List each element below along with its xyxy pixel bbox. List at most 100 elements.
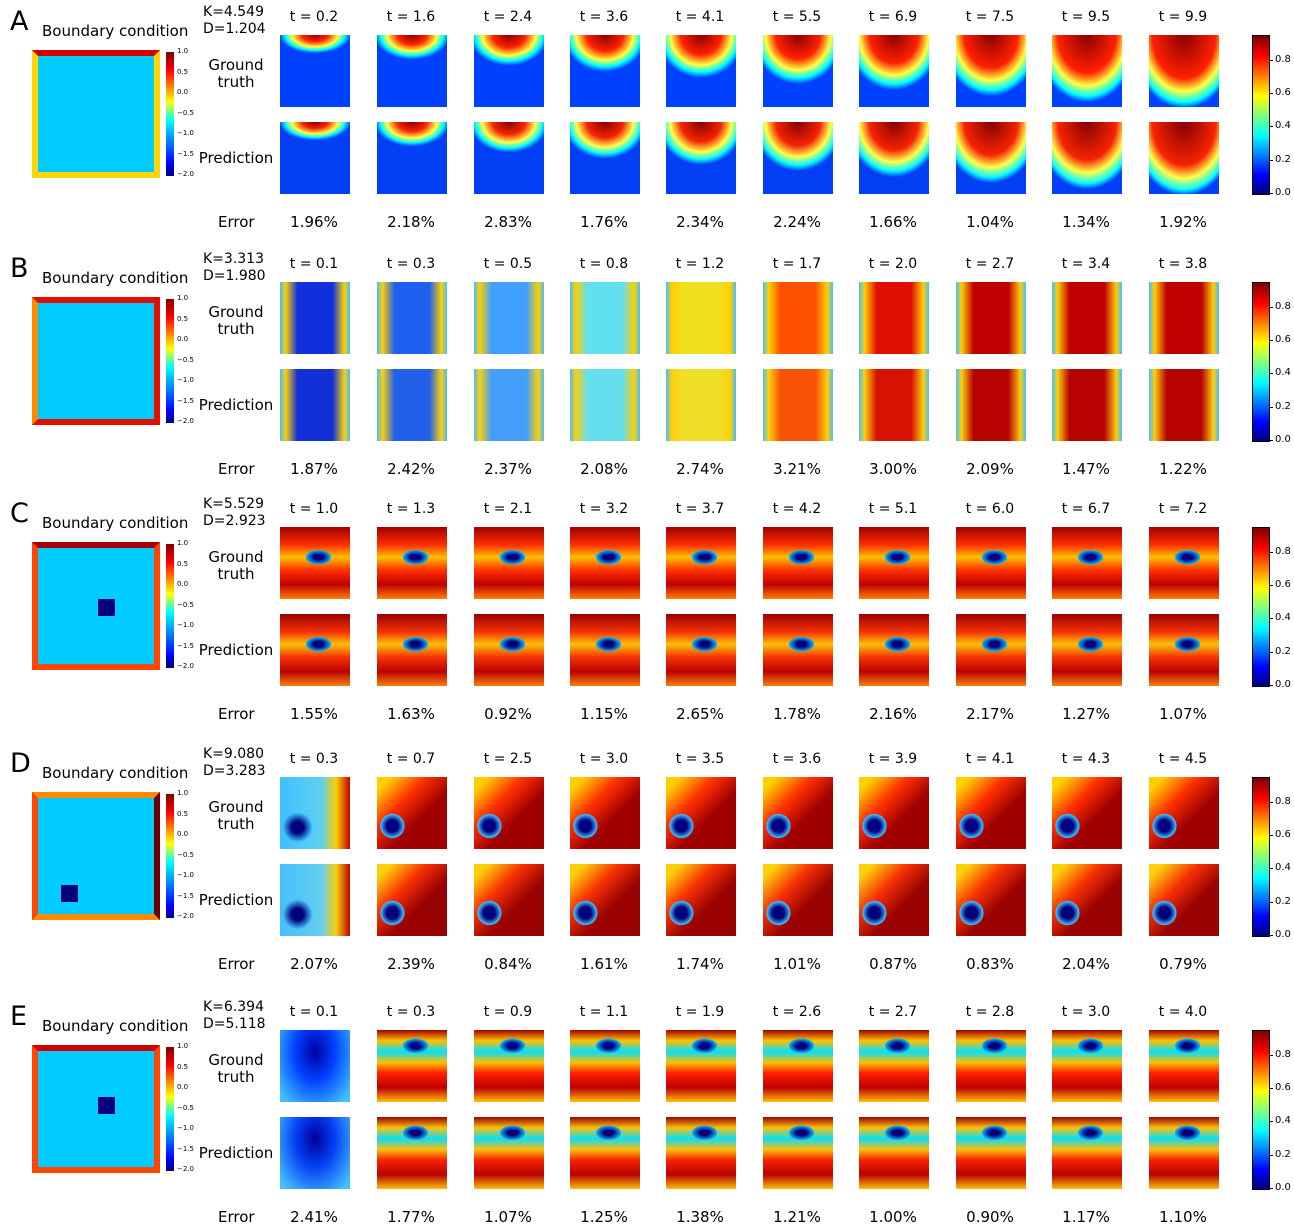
error-value: 2.16% (853, 705, 933, 723)
bc-colorbar-tick: −1.0 (177, 871, 194, 879)
time-label: t = 1.0 (274, 501, 354, 517)
time-label: t = 3.6 (757, 751, 837, 767)
error-value: 1.76% (564, 213, 644, 231)
error-value: 1.63% (371, 705, 451, 723)
prediction-map (570, 864, 640, 936)
prediction-map (474, 864, 544, 936)
time-label: t = 6.7 (1046, 501, 1126, 517)
time-label: t = 0.1 (274, 1004, 354, 1020)
bc-image (32, 1045, 160, 1173)
bc-label: Boundary condition (42, 22, 188, 40)
ground-truth-map (956, 527, 1026, 599)
ground-truth-map (377, 1030, 447, 1102)
pred-label: Prediction (196, 641, 276, 659)
k-value: K=9.080 (203, 746, 264, 762)
ground-truth-map (280, 35, 350, 107)
ground-truth-map (763, 527, 833, 599)
error-label: Error (218, 705, 255, 723)
bc-colorbar-tick: −1.5 (177, 892, 194, 900)
prediction-map (763, 1117, 833, 1189)
colorbar-tick-label: 0.8 (1275, 54, 1291, 65)
error-value: 2.42% (371, 460, 451, 478)
bc-colorbar-tick: −1.0 (177, 1124, 194, 1132)
ground-truth-map (570, 777, 640, 849)
time-label: t = 0.9 (468, 1004, 548, 1020)
bc-colorbar-tick: −0.5 (177, 851, 194, 859)
error-value: 3.21% (757, 460, 837, 478)
error-value: 0.92% (468, 705, 548, 723)
bc-colorbar-tick: 0.5 (177, 68, 188, 76)
bc-colorbar-tick: −2.0 (177, 1165, 194, 1173)
colorbar-tick-label: 0.0 (1275, 187, 1291, 198)
time-label: t = 3.5 (660, 751, 740, 767)
ground-truth-map (666, 1030, 736, 1102)
error-value: 1.77% (371, 1208, 451, 1226)
error-value: 0.90% (950, 1208, 1030, 1226)
colorbar-tick (1269, 126, 1273, 127)
bc-colorbar-tick: 1.0 (177, 47, 188, 55)
error-value: 2.08% (564, 460, 644, 478)
prediction-map (280, 864, 350, 936)
colorbar-tick-label: 0.2 (1275, 401, 1291, 412)
error-value: 2.37% (468, 460, 548, 478)
colorbar-tick (1269, 407, 1273, 408)
ground-truth-map (1149, 35, 1219, 107)
colorbar-tick-label: 0.8 (1275, 1049, 1291, 1060)
ground-truth-map (859, 282, 929, 354)
ground-truth-map (474, 35, 544, 107)
ground-truth-map (666, 282, 736, 354)
colorbar-tick-label: 0.4 (1275, 1115, 1291, 1126)
colorbar (1252, 35, 1270, 195)
bc-colorbar-tick: −0.5 (177, 1104, 194, 1112)
gt-label: Ground truth (196, 549, 276, 583)
prediction-map (1052, 122, 1122, 194)
error-label: Error (218, 460, 255, 478)
bc-colorbar-tick: 0.5 (177, 810, 188, 818)
colorbar-tick-label: 0.6 (1275, 334, 1291, 345)
ground-truth-map (763, 282, 833, 354)
time-label: t = 3.7 (660, 501, 740, 517)
k-value: K=3.313 (203, 251, 264, 267)
bc-label: Boundary condition (42, 1017, 188, 1035)
ground-truth-map (859, 35, 929, 107)
prediction-map (859, 614, 929, 686)
error-value: 2.18% (371, 213, 451, 231)
error-value: 1.04% (950, 213, 1030, 231)
prediction-map (570, 122, 640, 194)
colorbar-tick (1269, 373, 1273, 374)
error-label: Error (218, 955, 255, 973)
bc-colorbar-tick: −0.5 (177, 356, 194, 364)
panel-letter: B (10, 253, 29, 284)
colorbar-tick-label: 0.2 (1275, 896, 1291, 907)
prediction-map (763, 369, 833, 441)
bc-colorbar-tick: −1.0 (177, 376, 194, 384)
bc-colorbar-tick: −1.5 (177, 397, 194, 405)
time-label: t = 0.3 (371, 1004, 451, 1020)
time-label: t = 4.0 (1143, 1004, 1223, 1020)
gt-label: Ground truth (196, 304, 276, 338)
prediction-map (859, 1117, 929, 1189)
time-label: t = 3.8 (1143, 256, 1223, 272)
d-value: D=5.118 (203, 1016, 266, 1032)
time-label: t = 3.2 (564, 501, 644, 517)
prediction-map (956, 369, 1026, 441)
colorbar-tick-label: 0.6 (1275, 87, 1291, 98)
time-label: t = 0.5 (468, 256, 548, 272)
ground-truth-map (570, 527, 640, 599)
panel-letter: C (10, 498, 29, 529)
panel-letter: D (10, 748, 31, 779)
error-value: 1.01% (757, 955, 837, 973)
colorbar-tick (1269, 868, 1273, 869)
bc-image (32, 297, 160, 425)
colorbar-tick (1269, 1055, 1273, 1056)
prediction-map (956, 614, 1026, 686)
prediction-map (377, 614, 447, 686)
colorbar-tick (1269, 835, 1273, 836)
prediction-map (280, 369, 350, 441)
ground-truth-map (377, 282, 447, 354)
error-value: 1.15% (564, 705, 644, 723)
time-label: t = 9.9 (1143, 9, 1223, 25)
obstacle (98, 599, 115, 616)
prediction-map (474, 369, 544, 441)
panel-letter: E (10, 1001, 27, 1032)
